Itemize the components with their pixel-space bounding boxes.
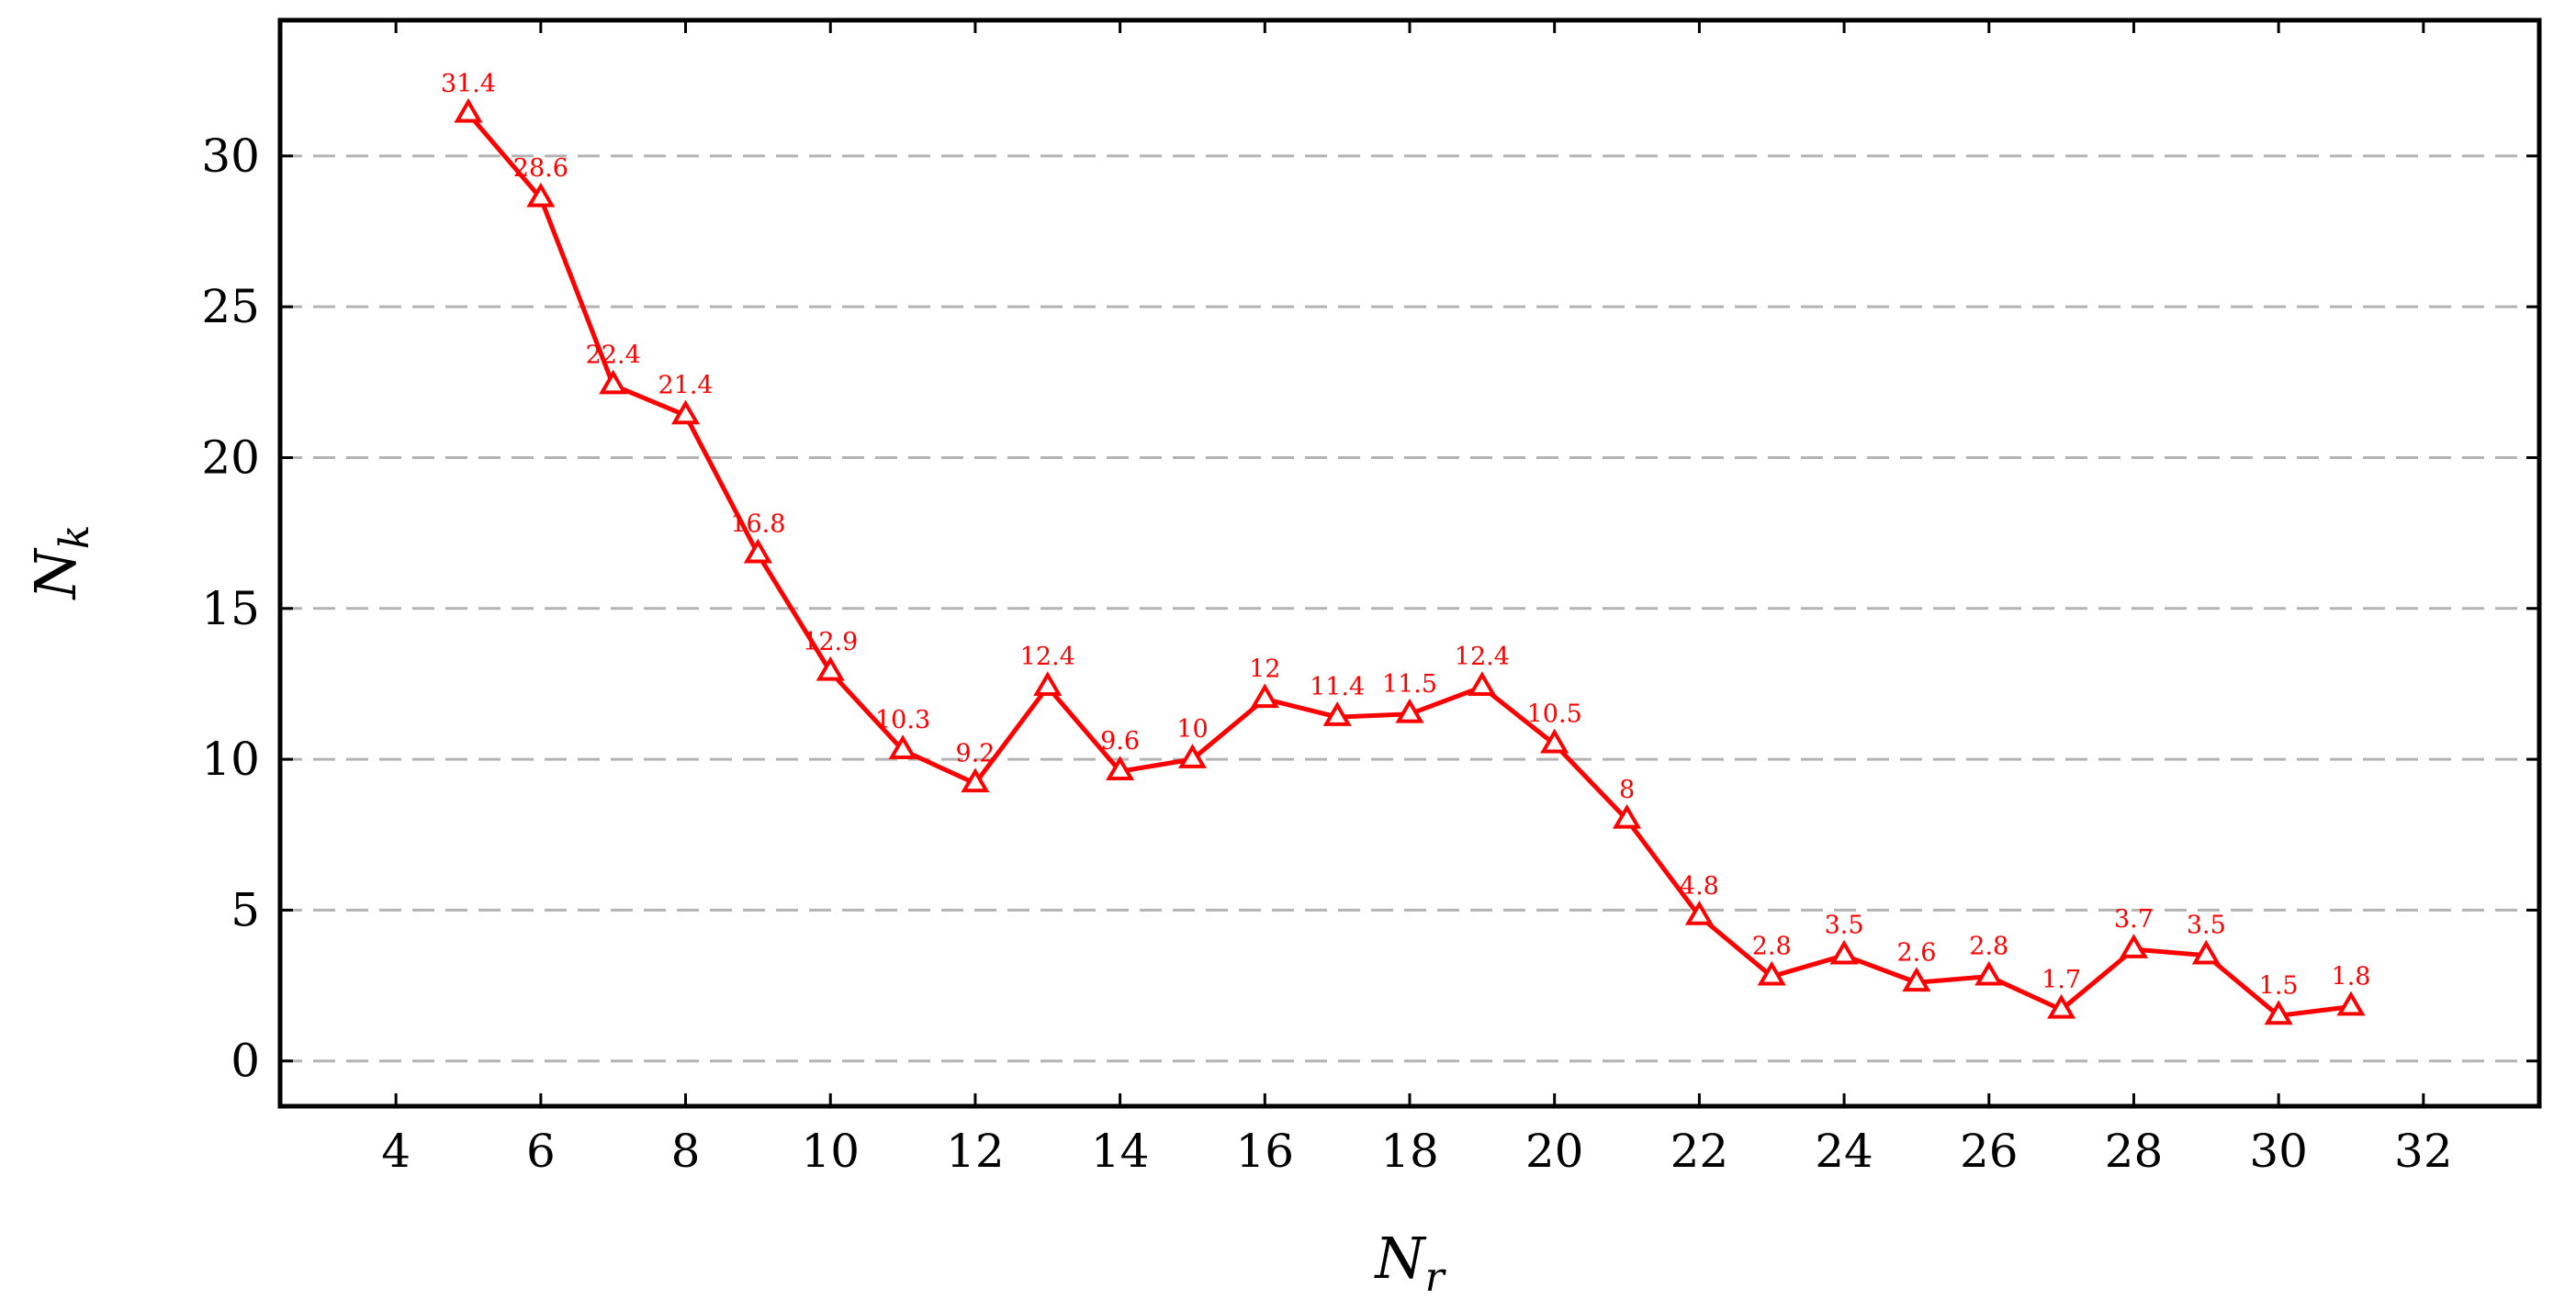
data-label: 10.3	[875, 706, 930, 734]
data-label: 2.8	[1752, 933, 1792, 961]
x-tick-label: 14	[1091, 1125, 1150, 1178]
y-tick-label: 10	[201, 733, 260, 786]
y-axis-title-subscript: k	[51, 525, 98, 550]
x-tick-label: 10	[801, 1125, 860, 1178]
series-layer	[454, 97, 2366, 1025]
x-axis-title-main: N	[1373, 1225, 1427, 1292]
data-point-marker	[743, 538, 772, 564]
y-axis-title-main: N	[22, 546, 89, 600]
x-tick-label: 22	[1670, 1125, 1729, 1178]
data-label: 10.5	[1527, 700, 1582, 729]
data-label: 12	[1249, 655, 1280, 683]
y-tick-label: 0	[231, 1035, 260, 1088]
x-axis-title: Nr	[1373, 1225, 1446, 1299]
data-point-marker	[2047, 993, 2076, 1019]
data-label: 9.6	[1100, 727, 1140, 756]
data-label: 10	[1176, 715, 1208, 744]
data-point-marker	[1684, 900, 1714, 925]
data-label: 28.6	[513, 154, 568, 183]
data-label: 12.9	[803, 628, 858, 656]
data-point-marker	[1033, 671, 1063, 697]
data-point-marker	[1612, 803, 1642, 829]
data-point-marker	[1540, 728, 1569, 754]
data-point-marker	[1322, 701, 1352, 726]
data-point-marker	[1829, 939, 1859, 965]
data-label: 2.6	[1896, 938, 1936, 967]
data-point-marker	[1250, 683, 1279, 709]
y-axis-ticks: 0 5 10 15 20 25 30	[201, 129, 2539, 1088]
data-point-marker	[2264, 1000, 2293, 1025]
data-point-marker	[961, 767, 990, 793]
data-point-marker	[1757, 960, 1786, 986]
data-point-marker	[1902, 967, 1931, 992]
x-tick-label: 24	[1815, 1125, 1873, 1178]
data-label: 22.4	[586, 342, 641, 370]
series-line	[467, 112, 2352, 1018]
data-point-marker	[1974, 960, 2004, 986]
data-label: 3.5	[2187, 912, 2226, 940]
data-label: 1.8	[2332, 963, 2371, 991]
data-label: 8	[1619, 776, 1635, 804]
x-axis-title-subscript: r	[1425, 1254, 1447, 1299]
y-tick-label: 5	[231, 883, 260, 936]
x-tick-label: 6	[526, 1125, 556, 1178]
data-labels: 31.4 28.6 22.4 21.4 16.8 12.9 10.3 9.2 12.4 9.6 10…	[441, 70, 2371, 1001]
grid-lines	[280, 154, 2539, 1063]
data-label: 11.5	[1382, 670, 1437, 699]
data-point-marker	[888, 734, 917, 760]
x-tick-label: 20	[1525, 1125, 1584, 1178]
y-tick-label: 25	[201, 280, 260, 333]
x-tick-label: 16	[1235, 1125, 1294, 1178]
data-point-marker	[816, 655, 845, 681]
x-tick-label: 12	[946, 1125, 1005, 1178]
x-tick-label: 8	[671, 1125, 701, 1178]
x-tick-label: 18	[1380, 1125, 1439, 1178]
data-point-marker	[1106, 756, 1135, 781]
data-point-marker	[2119, 934, 2149, 958]
data-label: 12.4	[1455, 643, 1510, 671]
data-label: 1.5	[2259, 971, 2299, 1000]
data-label: 4.8	[1680, 872, 1719, 901]
data-point-marker	[1468, 671, 1497, 697]
data-point-marker	[454, 97, 483, 123]
data-point-marker	[526, 182, 556, 207]
x-tick-label: 30	[2249, 1125, 2308, 1178]
data-point-marker	[599, 369, 628, 395]
x-tick-label: 32	[2394, 1125, 2453, 1178]
data-label: 9.2	[955, 739, 995, 767]
data-point-marker	[2336, 991, 2366, 1016]
data-point-marker	[1177, 744, 1208, 768]
data-label: 21.4	[658, 371, 713, 399]
y-tick-label: 20	[201, 431, 260, 484]
y-tick-label: 15	[201, 582, 260, 635]
data-label: 12.4	[1020, 643, 1075, 671]
data-label: 11.4	[1310, 673, 1365, 701]
y-axis-title: Nk	[22, 525, 98, 601]
x-axis-ticks: 4 6 8 10 12 14 16 18 20 22 24 26 28 30 32	[381, 20, 2453, 1178]
data-point-marker	[670, 399, 701, 425]
x-tick-label: 26	[1960, 1125, 2019, 1178]
x-tick-label: 4	[381, 1125, 411, 1178]
data-point-marker	[1395, 698, 1424, 723]
y-tick-label: 30	[201, 129, 260, 183]
data-point-marker	[2191, 939, 2221, 965]
data-label: 2.8	[1969, 933, 2008, 961]
data-label: 31.4	[441, 70, 496, 98]
x-tick-label: 28	[2105, 1125, 2164, 1178]
data-label: 16.8	[730, 510, 785, 539]
plot-frame	[277, 17, 2542, 1109]
data-label: 3.5	[1825, 912, 1864, 940]
data-label: 3.7	[2114, 905, 2154, 934]
data-label: 1.7	[2042, 966, 2081, 994]
